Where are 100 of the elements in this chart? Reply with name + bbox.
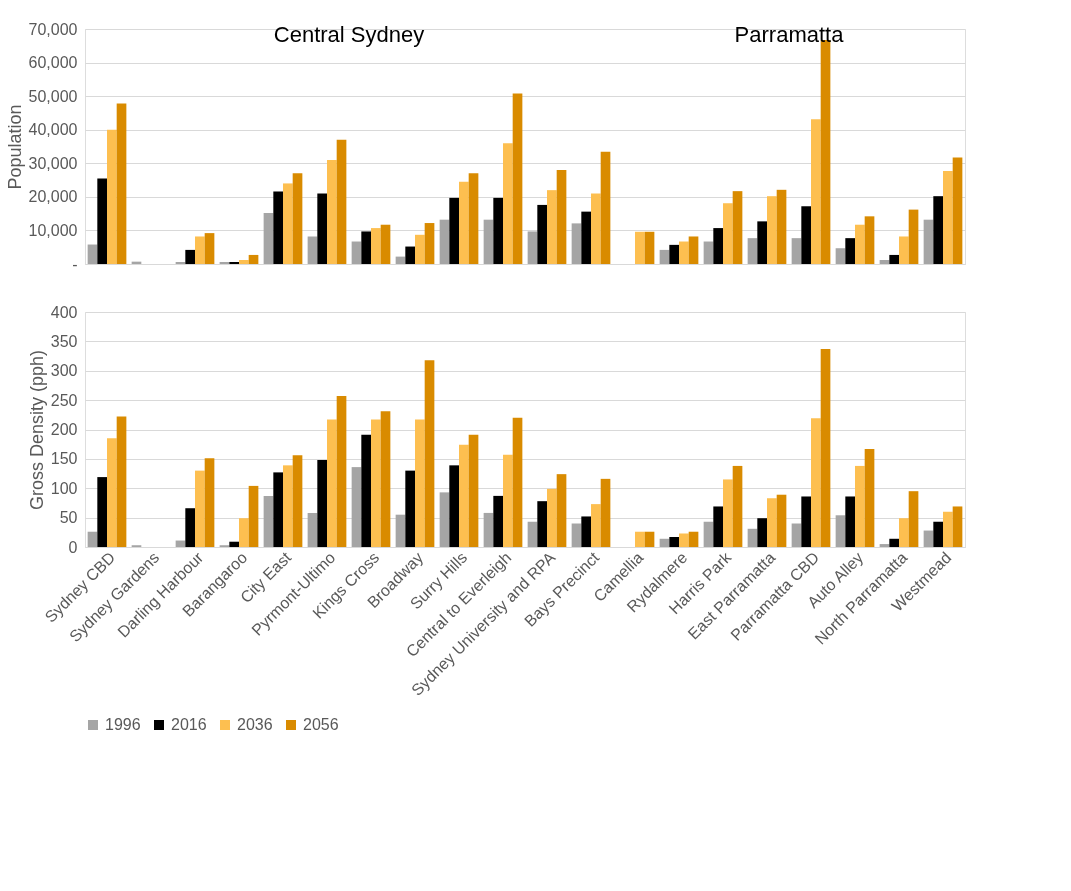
- bar: [537, 501, 547, 547]
- bar: [801, 206, 811, 264]
- y-tick-label: 150: [50, 450, 78, 468]
- bar: [229, 541, 239, 547]
- bar: [336, 139, 347, 264]
- bar: [767, 196, 777, 264]
- bar: [175, 261, 186, 264]
- bar: [581, 211, 591, 264]
- bar: [845, 496, 855, 547]
- bar: [811, 418, 821, 547]
- bar: [107, 129, 117, 264]
- bar: [263, 212, 274, 264]
- y-tick-label: 250: [50, 391, 78, 409]
- bar: [855, 224, 865, 264]
- y-tick-label: 70,000: [28, 20, 78, 38]
- y-tick-label: 200: [50, 421, 78, 438]
- bar: [889, 254, 899, 264]
- bar: [899, 518, 909, 547]
- bar: [669, 537, 679, 547]
- bar: [351, 467, 362, 547]
- bar: [776, 189, 787, 264]
- bar: [307, 512, 318, 547]
- bar: [459, 444, 469, 547]
- bar: [776, 494, 787, 547]
- bar: [219, 261, 230, 264]
- bar: [703, 521, 714, 547]
- bar: [351, 241, 362, 264]
- bar: [923, 530, 934, 547]
- bar: [933, 521, 943, 547]
- bar: [747, 238, 758, 264]
- bar: [908, 491, 919, 547]
- bar: [791, 238, 802, 264]
- bar: [185, 508, 195, 547]
- bar: [493, 197, 503, 264]
- bar: [943, 171, 953, 264]
- bar: [527, 521, 538, 547]
- bar: [835, 515, 846, 547]
- bar: [327, 159, 337, 264]
- bar: [371, 419, 381, 547]
- bar: [952, 506, 963, 547]
- bar: [703, 241, 714, 264]
- bar: [380, 411, 391, 547]
- bar: [483, 512, 494, 547]
- bar: [659, 249, 670, 264]
- bar: [439, 492, 450, 547]
- bar: [757, 518, 767, 547]
- bar: [239, 259, 249, 264]
- legend-label: 2056: [303, 716, 339, 733]
- bar: [899, 236, 909, 264]
- bar: [600, 478, 611, 547]
- bar: [889, 538, 899, 547]
- bar: [439, 219, 450, 264]
- y-tick-label: 50: [59, 509, 78, 527]
- bar: [845, 238, 855, 264]
- bar: [459, 181, 469, 264]
- bar: [933, 196, 943, 264]
- bar: [449, 197, 459, 264]
- bar: [116, 416, 127, 547]
- bar: [327, 419, 337, 547]
- bar: [855, 465, 865, 547]
- bar: [263, 495, 274, 547]
- bar: [952, 157, 963, 264]
- bar: [635, 231, 645, 264]
- y-tick-label: 20,000: [28, 188, 78, 206]
- bar: [185, 249, 195, 264]
- bar: [659, 538, 670, 547]
- bar: [688, 531, 699, 547]
- y-tick-label: 50,000: [28, 87, 78, 105]
- bar: [468, 434, 479, 547]
- bar: [195, 470, 205, 547]
- bar: [767, 498, 777, 547]
- bar: [791, 523, 802, 547]
- bar: [87, 244, 98, 264]
- bar: [556, 474, 567, 547]
- bar: [669, 244, 679, 264]
- bar: [713, 506, 723, 547]
- bar: [732, 465, 743, 547]
- bar: [591, 504, 601, 547]
- bar: [547, 488, 557, 547]
- bar: [835, 248, 846, 264]
- bar: [204, 458, 215, 547]
- bar: [415, 234, 425, 264]
- bar: [581, 516, 591, 547]
- bar: [537, 204, 547, 264]
- bar: [107, 438, 117, 547]
- bar: [503, 143, 513, 264]
- bar: [248, 485, 259, 547]
- bar: [864, 216, 875, 264]
- bar: [571, 523, 582, 547]
- bar: [415, 419, 425, 547]
- bar: [644, 231, 655, 264]
- bar: [424, 360, 435, 547]
- y-tick-label: 30,000: [28, 154, 78, 172]
- bar: [273, 472, 283, 547]
- bar: [635, 531, 645, 547]
- y-tick-label: 100: [50, 479, 78, 497]
- bar: [405, 470, 415, 547]
- bar: [820, 349, 831, 547]
- y-tick-label: 0: [68, 538, 78, 556]
- bar: [801, 496, 811, 547]
